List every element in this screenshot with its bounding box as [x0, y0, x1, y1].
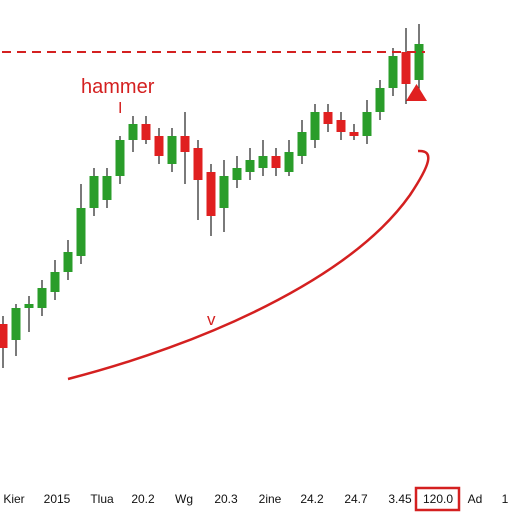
candle-up	[362, 112, 372, 136]
support-trend-curve	[67, 149, 430, 381]
x-tick-label: 3.45	[388, 492, 412, 506]
candle-up	[219, 176, 229, 208]
candle-down	[206, 172, 216, 216]
candle-up	[128, 124, 138, 140]
candle-up	[50, 272, 60, 292]
candle-down	[271, 156, 281, 168]
candle-up	[414, 44, 424, 80]
candle-down	[0, 324, 8, 348]
x-axis: Kier 2015 Tlua 20.2 Wg 20.3 2ine 24.2 24.7 3.45 12…	[3, 492, 508, 506]
hammer-label: hammer	[81, 76, 155, 98]
candle-down	[141, 124, 151, 140]
candle-up	[24, 304, 34, 308]
candle-up	[388, 56, 398, 88]
candles-group	[0, 24, 424, 368]
x-tick-label: 1	[502, 492, 509, 506]
x-tick-label: 20.2	[131, 492, 155, 506]
candle-up	[102, 176, 112, 200]
candle-down	[180, 136, 190, 152]
x-tick-label: Wg	[175, 492, 193, 506]
candle-down	[401, 52, 411, 84]
candle-down	[193, 148, 203, 180]
candle-up	[375, 88, 385, 112]
x-tick-label: 24.7	[344, 492, 368, 506]
hammer-marker: I	[118, 100, 122, 117]
candle-up	[37, 288, 47, 308]
highlighted-tick-box	[414, 486, 461, 512]
candle-up	[167, 136, 177, 164]
x-tick-label: 20.3	[214, 492, 238, 506]
x-tick-label: 2015	[44, 492, 71, 506]
x-tick-label: Tlua	[90, 492, 114, 506]
candle-up	[63, 252, 73, 272]
candle-up	[115, 140, 125, 176]
candle-up	[11, 308, 21, 340]
candle-up	[245, 160, 255, 172]
candle-down	[336, 120, 346, 132]
candle-up	[76, 208, 86, 256]
candle-down	[323, 112, 333, 124]
candle-up	[297, 132, 307, 156]
candle-up	[232, 168, 242, 180]
x-tick-label: 120.0	[423, 492, 453, 506]
x-tick-label: Kier	[3, 492, 24, 506]
x-tick-label: 24.2	[300, 492, 324, 506]
trough-label: v	[207, 310, 216, 329]
breakout-arrow-icon	[406, 84, 427, 101]
candle-up	[284, 152, 294, 172]
x-tick-label: 2ine	[259, 492, 282, 506]
candle-up	[310, 112, 320, 140]
x-tick-label: Ad	[468, 492, 483, 506]
candle-up	[89, 176, 99, 208]
candle-down	[154, 136, 164, 156]
candle-down	[349, 132, 359, 136]
candle-up	[258, 156, 268, 168]
